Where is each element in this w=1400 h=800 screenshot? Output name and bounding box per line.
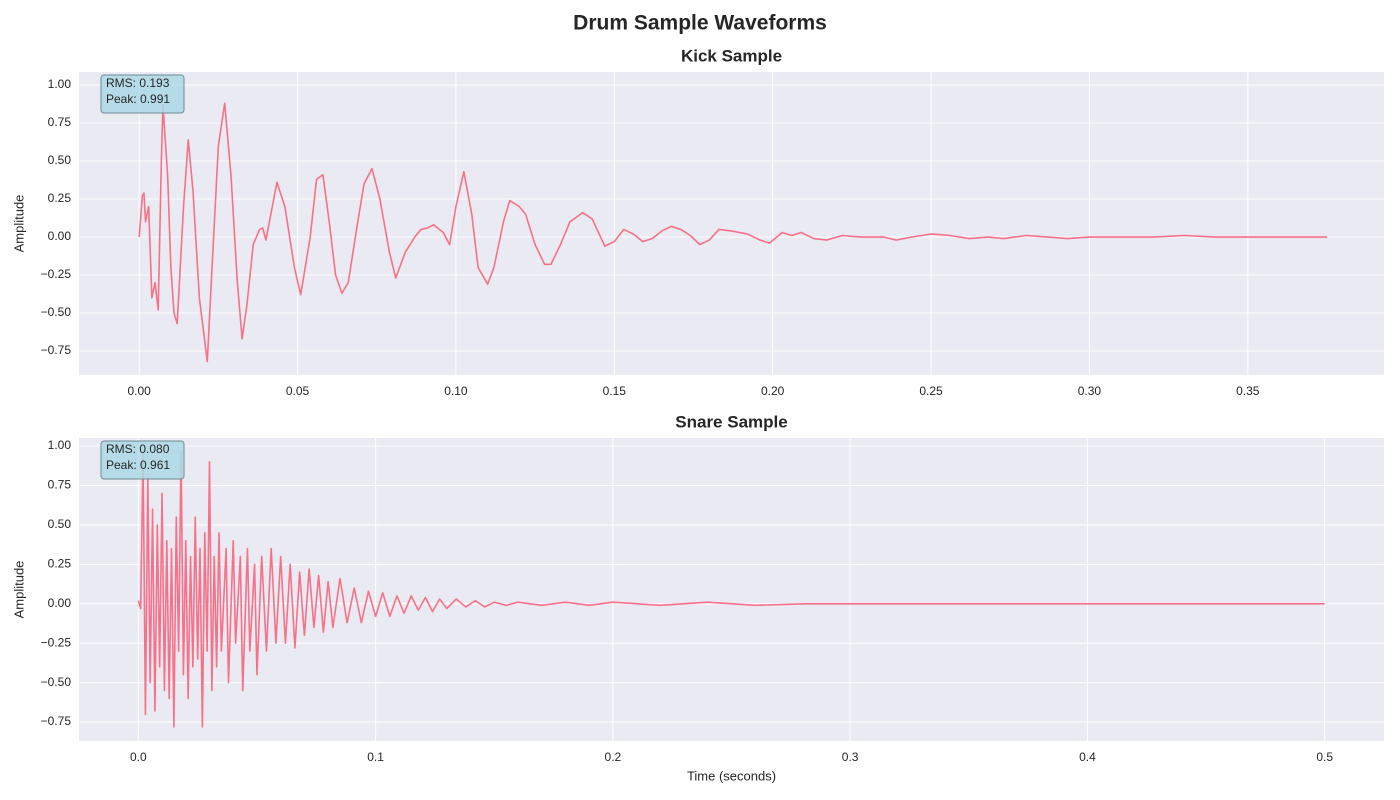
annotation-text: RMS: 0.080	[106, 442, 170, 456]
y-tick-label: 0.50	[48, 517, 72, 531]
figure-title: Drum Sample Waveforms	[573, 12, 827, 35]
y-tick-label: −0.50	[41, 675, 72, 689]
y-tick-label: 0.50	[48, 153, 72, 167]
waveform-line	[137, 449, 1325, 728]
waveform-line	[138, 102, 1327, 363]
x-tick-label: 0.4	[1079, 750, 1096, 764]
y-tick-label: 0.75	[48, 478, 72, 492]
y-tick-label: 0.00	[48, 229, 72, 243]
y-tick-label: −0.75	[41, 343, 72, 357]
x-tick-label: 0.5	[1316, 750, 1333, 764]
plot-area	[79, 72, 1384, 375]
x-tick-label: 0.1	[367, 750, 384, 764]
x-tick-label: 0.35	[1236, 384, 1260, 398]
y-axis-label: Amplitude	[11, 195, 26, 253]
y-tick-label: −0.25	[41, 267, 72, 281]
annotation-text: Peak: 0.991	[106, 92, 170, 106]
y-tick-label: −0.75	[41, 714, 72, 728]
y-axis-label: Amplitude	[11, 561, 26, 619]
x-tick-label: 0.30	[1078, 384, 1102, 398]
x-tick-label: 0.2	[605, 750, 622, 764]
x-tick-label: 0.05	[286, 384, 310, 398]
plot-area	[79, 438, 1384, 741]
x-tick-label: 0.25	[919, 384, 943, 398]
annotation-box	[100, 440, 185, 480]
y-tick-label: 0.25	[48, 557, 72, 571]
x-tick-label: 0.00	[128, 384, 152, 398]
y-tick-label: 0.25	[48, 191, 72, 205]
x-tick-label: 0.0	[130, 750, 147, 764]
y-tick-label: −0.50	[41, 305, 72, 319]
x-tick-label: 0.10	[444, 384, 468, 398]
subplot-title: Snare Sample	[675, 412, 787, 431]
subplot-title: Kick Sample	[681, 46, 782, 65]
x-tick-label: 0.3	[842, 750, 859, 764]
y-tick-label: 1.00	[48, 438, 72, 452]
y-tick-label: 1.00	[48, 77, 72, 91]
y-tick-label: 0.00	[48, 596, 72, 610]
y-tick-label: −0.25	[41, 635, 72, 649]
x-tick-label: 0.20	[761, 384, 785, 398]
y-tick-label: 0.75	[48, 115, 72, 129]
x-axis-label: Time (seconds)	[687, 768, 776, 783]
annotation-box	[100, 74, 185, 114]
x-tick-label: 0.15	[603, 384, 627, 398]
annotation-text: RMS: 0.193	[106, 76, 170, 90]
annotation-text: Peak: 0.961	[106, 458, 170, 472]
